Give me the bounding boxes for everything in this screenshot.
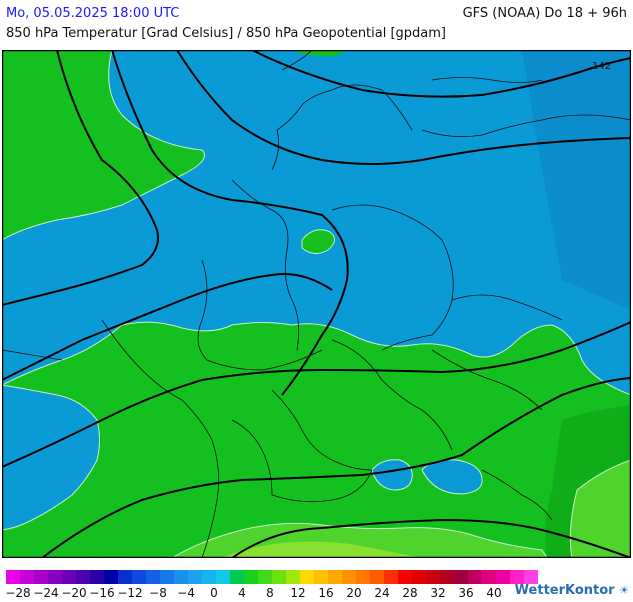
color-scale-labels: −28 −24 −20 −16 −12 −8 −4 0 4 8 12 16 20 24 28 32 36 40 — [5, 586, 538, 602]
warm-pocket-central — [301, 229, 335, 254]
legend-label: 12 — [290, 586, 306, 600]
legend-label: −24 — [33, 586, 59, 600]
legend-swatch — [244, 570, 258, 584]
warm-region-bottom-lime — [222, 541, 422, 558]
legend-swatch — [398, 570, 412, 584]
legend-swatch — [300, 570, 314, 584]
legend-swatch — [314, 570, 328, 584]
legend-swatch — [230, 570, 244, 584]
date-time-label: Mo, 05.05.2025 18:00 UTC — [6, 6, 180, 21]
legend-label: 32 — [430, 586, 446, 600]
legend-label: 24 — [374, 586, 390, 600]
color-scale-legend: −28 −24 −20 −16 −12 −8 −4 0 4 8 12 16 20 24 28 32 36 40 — [5, 570, 538, 602]
legend-swatch — [370, 570, 384, 584]
legend-swatch — [496, 570, 510, 584]
legend-swatch — [272, 570, 286, 584]
legend-label: 28 — [402, 586, 418, 600]
legend-label: 20 — [346, 586, 362, 600]
legend-swatch — [146, 570, 160, 584]
warm-region-south — [2, 321, 631, 558]
legend-swatch — [174, 570, 188, 584]
legend-swatch — [20, 570, 34, 584]
legend-swatch — [454, 570, 468, 584]
map-subtitle: 850 hPa Temperatur [Grad Celsius] / 850 … — [6, 26, 447, 41]
contour-142 — [251, 50, 631, 98]
sun-icon: ☀ — [619, 584, 629, 597]
legend-label: 36 — [458, 586, 474, 600]
logo-text: WetterKontor — [514, 583, 615, 598]
legend-swatch — [62, 570, 76, 584]
legend-swatch — [258, 570, 272, 584]
model-run-label: GFS (NOAA) Do 18 + 96h — [462, 6, 627, 21]
legend-swatch — [160, 570, 174, 584]
contour-south — [41, 377, 631, 558]
contour-southwest — [2, 321, 631, 468]
legend-label: −4 — [177, 586, 195, 600]
legend-swatch — [286, 570, 300, 584]
wetterkontor-logo: WetterKontor ☀ — [515, 583, 629, 598]
legend-label: 16 — [318, 586, 334, 600]
legend-swatch — [48, 570, 62, 584]
contour-west-upper — [2, 50, 159, 306]
legend-label: −12 — [117, 586, 143, 600]
legend-swatch — [510, 570, 524, 584]
legend-label: 40 — [486, 586, 502, 600]
legend-swatch — [34, 570, 48, 584]
legend-label: 4 — [238, 586, 246, 600]
legend-swatch — [6, 570, 20, 584]
temperature-map: 142 — [2, 50, 631, 558]
legend-label: 0 — [210, 586, 218, 600]
legend-swatch — [440, 570, 454, 584]
legend-swatch — [482, 570, 496, 584]
legend-swatch — [328, 570, 342, 584]
legend-label: −8 — [149, 586, 167, 600]
contour-west-lower — [2, 273, 333, 381]
legend-swatch — [104, 570, 118, 584]
legend-label: 8 — [266, 586, 274, 600]
legend-swatch — [356, 570, 370, 584]
legend-swatch — [468, 570, 482, 584]
map-frame — [2, 50, 631, 558]
legend-swatch — [216, 570, 230, 584]
warm-region-far-southeast — [569, 459, 631, 558]
legend-swatch — [90, 570, 104, 584]
legend-swatch — [524, 570, 538, 584]
warm-region-north — [292, 50, 347, 57]
color-scale-bar — [6, 570, 538, 584]
cold-pocket-south-west — [371, 459, 413, 491]
legend-swatch — [132, 570, 146, 584]
geopotential-contours — [2, 50, 631, 558]
legend-swatch — [188, 570, 202, 584]
legend-swatch — [384, 570, 398, 584]
legend-label: −16 — [89, 586, 115, 600]
legend-label: −20 — [61, 586, 87, 600]
contour-north — [176, 50, 631, 165]
warm-region-northwest — [2, 50, 205, 241]
cold-air-region-dark-east — [522, 50, 631, 310]
contour-bottom — [231, 518, 631, 558]
legend-swatch — [202, 570, 216, 584]
legend-swatch — [118, 570, 132, 584]
contour-label-142: 142 — [592, 61, 611, 72]
legend-swatch — [342, 570, 356, 584]
contour-central — [111, 50, 349, 396]
cold-tongue-southwest — [2, 384, 100, 531]
legend-swatch — [76, 570, 90, 584]
legend-swatch — [426, 570, 440, 584]
legend-swatch — [412, 570, 426, 584]
legend-label: −28 — [5, 586, 31, 600]
